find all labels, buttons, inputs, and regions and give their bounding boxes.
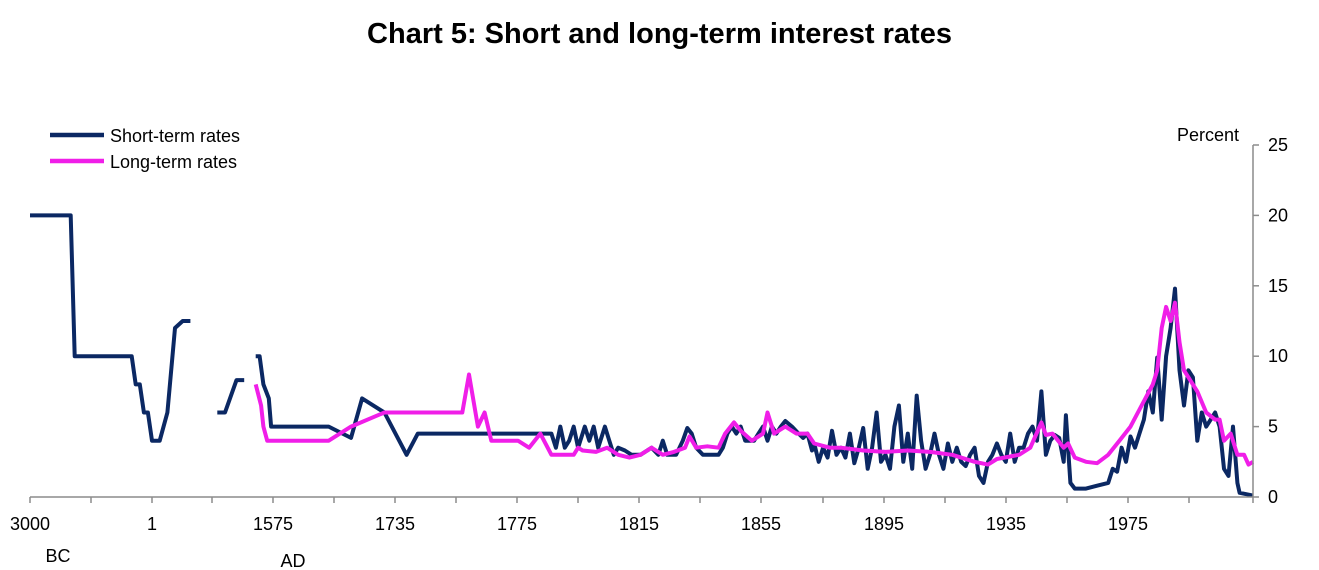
long-term-line-segment-1: [253, 300, 1255, 467]
short-term-line-segment-3: [255, 286, 1254, 498]
x-tick-label-3000: 3000: [10, 514, 50, 534]
x-tick-label-1: 1: [147, 514, 157, 534]
y-tick-label-5: 5: [1268, 417, 1278, 437]
x-tick-label-1735: 1735: [375, 514, 415, 534]
series-long-term: [253, 300, 1255, 467]
x-axis: 3000 1 1575 1735 1775 1815 1855 1895 1935 1975: [10, 497, 1254, 534]
legend: Short-term rates Long-term rates: [50, 126, 240, 172]
chart-title: Chart 5: Short and long-term interest ra…: [367, 18, 952, 50]
x-tick-label-1935: 1935: [986, 514, 1026, 534]
y-axis-label: Percent: [1177, 125, 1239, 145]
legend-label-long-term: Long-term rates: [110, 152, 237, 172]
x-tick-label-1975: 1975: [1108, 514, 1148, 534]
x-tick-label-1855: 1855: [741, 514, 781, 534]
short-term-line-segment-2: [217, 378, 245, 415]
era-label-bc: BC: [45, 546, 70, 566]
y-tick-label-25: 25: [1268, 135, 1288, 155]
x-tick-label-1895: 1895: [864, 514, 904, 534]
y-axis: 0 5 10 15 20 25: [1253, 135, 1288, 507]
y-tick-label-15: 15: [1268, 276, 1288, 296]
x-tick-label-1575: 1575: [253, 514, 293, 534]
era-label-ad: AD: [280, 551, 305, 570]
y-tick-label-20: 20: [1268, 205, 1288, 225]
y-tick-label-0: 0: [1268, 487, 1278, 507]
series-short-term: [30, 213, 1254, 498]
short-term-line-segment-1: [30, 213, 191, 443]
x-tick-label-1815: 1815: [619, 514, 659, 534]
y-tick-label-10: 10: [1268, 346, 1288, 366]
legend-label-short-term: Short-term rates: [110, 126, 240, 146]
series-layer: [30, 213, 1255, 498]
x-tick-label-1775: 1775: [497, 514, 537, 534]
